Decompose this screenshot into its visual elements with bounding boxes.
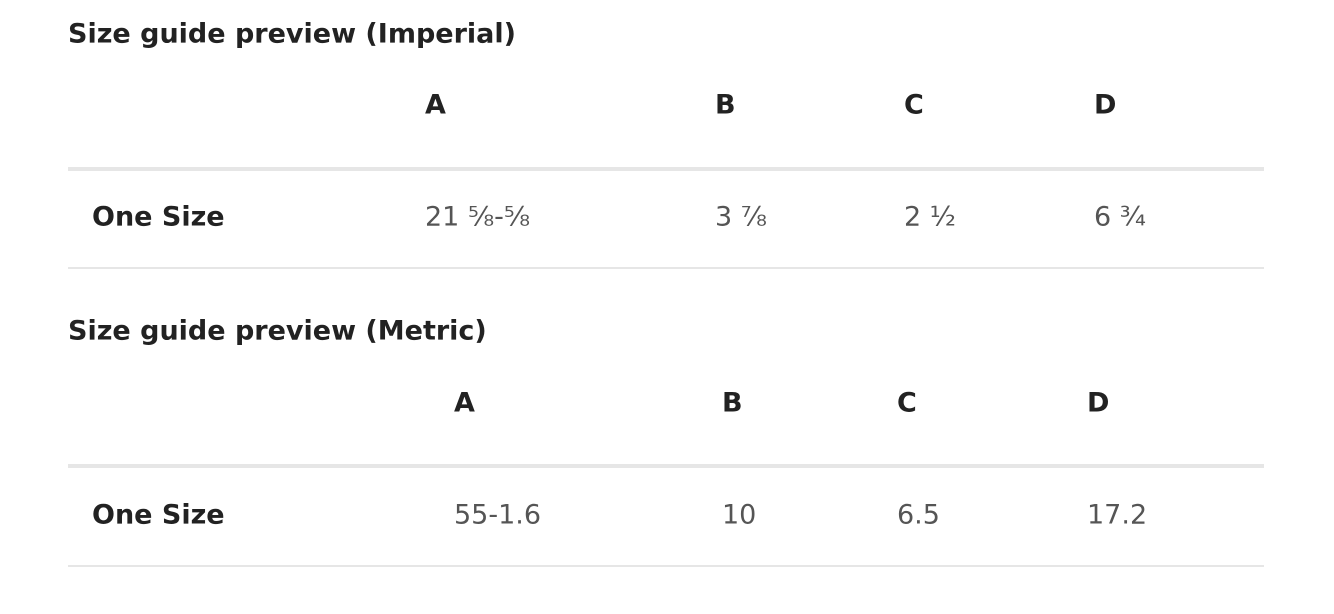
column-header: A: [425, 89, 446, 121]
cell: 17.2: [1087, 499, 1148, 531]
divider: [68, 267, 1264, 269]
column-header: B: [715, 89, 736, 121]
cell: 10: [722, 499, 757, 531]
cell: 21 ⅝-⅝: [425, 201, 531, 233]
cell: 6 ¾: [1094, 201, 1146, 233]
column-header: D: [1087, 387, 1110, 419]
section-title: Size guide preview (Metric): [68, 315, 487, 347]
cell: 55-1.6: [454, 499, 542, 531]
row-label: One Size: [92, 201, 225, 233]
column-header: C: [897, 387, 917, 419]
column-header: A: [454, 387, 475, 419]
column-header: D: [1094, 89, 1117, 121]
column-header: B: [722, 387, 743, 419]
cell: 3 ⅞: [715, 201, 767, 233]
section-title: Size guide preview (Imperial): [68, 18, 516, 50]
divider: [68, 464, 1264, 468]
cell: 6.5: [897, 499, 940, 531]
row-label: One Size: [92, 499, 225, 531]
column-header: C: [904, 89, 924, 121]
cell: 2 ½: [904, 201, 956, 233]
divider: [68, 565, 1264, 567]
divider: [68, 167, 1264, 171]
